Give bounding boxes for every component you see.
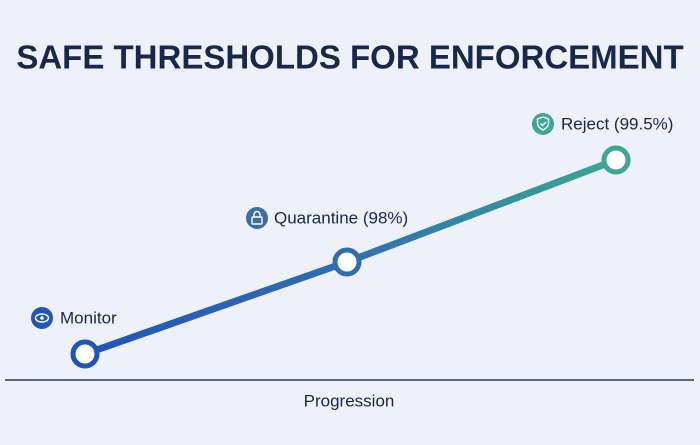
title: SAFE THRESHOLDS FOR ENFORCEMENT xyxy=(16,39,683,76)
node-label: Reject (99.5%) xyxy=(561,114,673,133)
node-marker xyxy=(601,145,631,175)
reject-icon xyxy=(532,113,554,135)
node-marker xyxy=(332,247,362,277)
axis-label: Progression xyxy=(304,391,395,410)
quarantine-icon xyxy=(246,207,268,229)
monitor-icon xyxy=(31,307,53,329)
node-label: Monitor xyxy=(60,308,117,327)
node-label: Quarantine (98%) xyxy=(274,208,408,227)
node-marker xyxy=(70,339,100,369)
